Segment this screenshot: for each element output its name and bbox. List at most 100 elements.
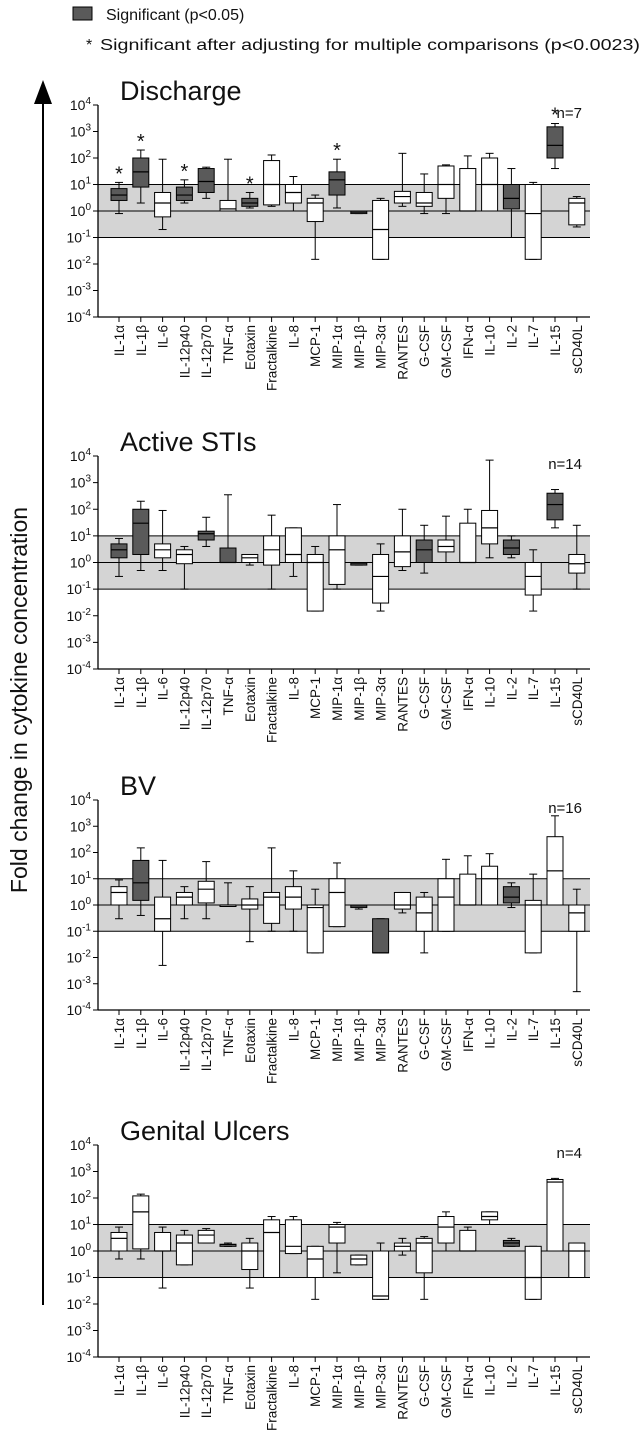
box-body	[306, 1245, 324, 1279]
box-18: IL-2	[502, 882, 520, 1041]
box-12: MIP-3α	[372, 918, 390, 1062]
box-19: IL-7	[524, 873, 542, 1041]
box-body	[481, 865, 499, 906]
box-body	[459, 168, 477, 212]
y-tick-label: 10-1	[67, 229, 92, 246]
x-tick-label: MIP-1β	[352, 1018, 367, 1062]
box-body	[284, 184, 302, 204]
box-15: GM-CSF	[437, 515, 455, 730]
box-21: sCD40L	[568, 524, 586, 726]
box-body	[546, 492, 564, 521]
legend-adjusted-marker: *	[86, 37, 92, 54]
box-body	[197, 530, 215, 541]
legend-significant-label: Significant (p<0.05)	[106, 7, 244, 24]
box-body	[241, 1242, 259, 1271]
x-tick-label: GM-CSF	[439, 677, 454, 730]
box-body	[524, 899, 542, 954]
box-body	[306, 197, 324, 223]
x-tick-label: Fractalkine	[265, 1018, 280, 1084]
x-tick-label: MCP-1	[308, 325, 323, 367]
box-body	[568, 1242, 586, 1278]
y-tick-label: 100	[70, 896, 92, 913]
box-body	[306, 553, 324, 612]
box-9: MCP-1	[306, 545, 324, 719]
box-body	[393, 190, 411, 204]
x-tick-label: Eotaxin	[243, 677, 258, 722]
box-body	[219, 199, 237, 212]
box-0: * IL-1α	[110, 163, 128, 356]
x-tick-label: TNF-α	[221, 677, 236, 716]
box-1: IL-1β	[132, 500, 150, 708]
box-18: IL-2	[502, 1237, 520, 1388]
x-tick-label: sCD40L	[570, 325, 585, 374]
box-20: * IL-15	[546, 105, 564, 356]
x-tick-label: IL-2	[504, 1365, 519, 1388]
y-tick-label: 101	[70, 527, 92, 544]
x-tick-label: IL-10	[483, 1365, 498, 1396]
box-body	[459, 873, 477, 906]
box-body	[437, 1216, 455, 1244]
x-tick-label: Fractalkine	[265, 677, 280, 743]
x-tick-label: IL-2	[504, 677, 519, 700]
box-body	[263, 1219, 281, 1279]
x-tick-label: MCP-1	[308, 677, 323, 719]
box-body	[328, 878, 346, 928]
box-2: IL-6	[154, 859, 172, 1041]
y-axis-label-group: Fold change in cytokine concentration	[6, 80, 52, 1305]
box-body	[350, 1254, 368, 1266]
panel-title: Discharge	[120, 76, 242, 106]
box-0: IL-1α	[110, 537, 128, 708]
box-7: Fractalkine	[263, 514, 281, 743]
panel-0: 104 103 102 101 100 10-1 10-2 10-3 10-4 Discharge…	[67, 76, 590, 391]
box-17: IL-10	[481, 152, 499, 356]
y-tick-label: 10-2	[67, 607, 92, 624]
x-tick-label: IL-8	[286, 1365, 301, 1388]
box-body	[263, 535, 281, 566]
box-body	[241, 553, 259, 563]
box-body	[175, 891, 193, 906]
box-19: IL-7	[524, 549, 542, 700]
box-body	[415, 896, 433, 932]
x-tick-label: GM-CSF	[439, 1018, 454, 1071]
x-tick-label: IL-12p70	[199, 677, 214, 730]
box-body	[437, 165, 455, 199]
box-1: IL-1β	[132, 847, 150, 1049]
x-tick-label: RANTES	[395, 677, 410, 732]
x-tick-label: IL-2	[504, 325, 519, 348]
box-19: IL-7	[524, 1245, 542, 1388]
x-tick-label: GM-CSF	[439, 1365, 454, 1418]
box-3: IL-12p40	[175, 545, 193, 730]
box-body	[415, 1237, 433, 1274]
y-tick-label: 102	[70, 1189, 92, 1206]
box-9: MCP-1	[306, 1245, 324, 1407]
box-6: Eotaxin	[241, 1237, 259, 1410]
x-tick-label: IL-6	[156, 325, 171, 348]
x-tick-label: G-CSF	[417, 677, 432, 719]
box-body	[524, 184, 542, 260]
x-tick-label: IL-1β	[134, 325, 149, 356]
box-body	[241, 898, 259, 910]
box-6: * Eotaxin	[241, 173, 259, 370]
y-tick-label: 103	[70, 1163, 92, 1180]
box-body	[372, 1250, 390, 1300]
box-10: MIP-1α	[328, 1221, 346, 1409]
y-tick-label: 10-3	[67, 1322, 92, 1339]
x-tick-label: IFN-α	[461, 677, 476, 711]
x-tick-label: MCP-1	[308, 1018, 323, 1060]
box-body	[481, 1211, 499, 1221]
legend-significant-swatch	[72, 6, 93, 21]
x-tick-label: Fractalkine	[265, 1365, 280, 1431]
adjusted-marker: *	[181, 161, 189, 183]
panel-n-label: n=7	[557, 105, 582, 122]
x-tick-label: IL-6	[156, 677, 171, 700]
x-tick-label: RANTES	[395, 325, 410, 380]
box-18: IL-2	[502, 535, 520, 700]
box-17: IL-10	[481, 1211, 499, 1396]
y-axis-label: Fold change in cytokine concentration	[6, 507, 32, 893]
box-body	[459, 1229, 477, 1252]
y-tick-label: 104	[70, 1136, 92, 1153]
x-tick-label: sCD40L	[570, 1365, 585, 1414]
x-tick-label: MIP-3α	[374, 325, 389, 369]
x-tick-label: MCP-1	[308, 1365, 323, 1407]
box-21: sCD40L	[568, 888, 586, 1067]
